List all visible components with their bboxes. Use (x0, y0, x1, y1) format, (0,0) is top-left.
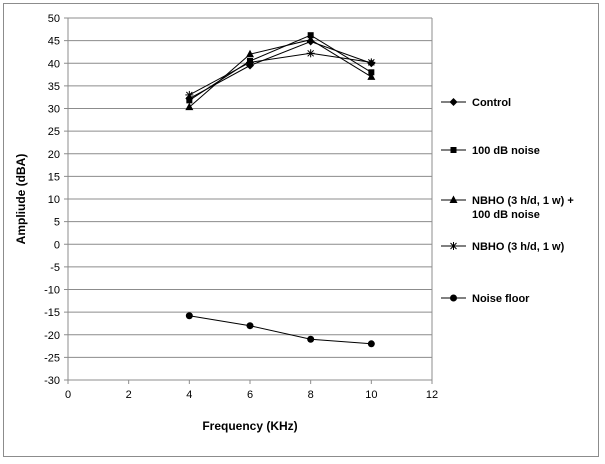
series-line (189, 52, 372, 96)
x-tick-label: 2 (126, 389, 132, 401)
legend-label: NBHO (3 h/d, 1 w) + (472, 195, 574, 207)
data-point (367, 58, 376, 67)
data-point (185, 90, 194, 99)
legend-marker (449, 98, 458, 106)
data-point (246, 58, 254, 67)
star-stroke (367, 58, 375, 66)
y-tick-label: 5 (54, 217, 60, 229)
y-tick-label: 20 (48, 149, 60, 161)
y-tick-label: 0 (54, 239, 60, 251)
legend-label: 100 dB noise (472, 209, 540, 221)
data-point (306, 49, 315, 58)
data-point (307, 335, 315, 343)
data-point (367, 340, 375, 348)
legend-item-2: NBHO (3 h/d, 1 w) + 100 dB noise (441, 195, 574, 221)
legend-item-4: Noise floor (441, 293, 530, 305)
y-tick-label: 10 (48, 194, 60, 206)
data-point (185, 102, 194, 111)
y-tick-label: -15 (44, 307, 60, 319)
x-tick-label: 10 (365, 389, 377, 401)
y-tick-label: -5 (50, 262, 60, 274)
legend-marker (449, 195, 458, 203)
x-axis-title: Frequency (KHz) (202, 419, 297, 433)
legend-label: Control (472, 97, 511, 109)
x-tick-label: 4 (186, 389, 192, 401)
data-point (185, 312, 193, 320)
series-1 (186, 32, 375, 104)
series-line (189, 34, 372, 101)
data-point (246, 322, 254, 330)
legend-label: 100 dB noise (472, 145, 540, 157)
series-4 (185, 312, 375, 348)
x-tick-label: 8 (308, 389, 314, 401)
y-tick-label: -30 (44, 375, 60, 387)
data-point (307, 32, 314, 39)
legend-marker (450, 147, 457, 153)
legend-item-0: Control (441, 97, 511, 109)
y-axis-title: Ampliude (dBA) (14, 154, 28, 245)
legend-marker (450, 294, 457, 302)
chart-frame (3, 3, 599, 457)
y-tick-label: 35 (48, 81, 60, 93)
star-stroke (185, 91, 193, 99)
y-tick-label: -20 (44, 330, 60, 342)
series-line (189, 315, 372, 345)
series-line (189, 40, 372, 99)
data-point (368, 69, 375, 76)
x-tick-label: 12 (426, 389, 438, 401)
y-tick-label: -10 (44, 285, 60, 297)
x-tick-label: 6 (247, 389, 253, 401)
series-line (189, 39, 372, 108)
legend-marker (449, 242, 458, 250)
y-tick-label: 30 (48, 104, 60, 116)
y-tick-label: 50 (48, 13, 60, 25)
data-point (306, 35, 315, 43)
data-point (246, 49, 254, 58)
legend-label: NBHO (3 h/d, 1 w) (472, 241, 565, 253)
legend-item-3: NBHO (3 h/d, 1 w) (441, 241, 565, 253)
y-tick-label: 45 (48, 36, 60, 48)
y-tick-label: 15 (48, 171, 60, 183)
series-2 (185, 35, 376, 111)
y-tick-label: 40 (48, 58, 60, 70)
star-stroke (246, 58, 254, 66)
y-tick-label: -25 (44, 352, 60, 364)
series-3 (185, 49, 376, 99)
legend-label: Noise floor (472, 293, 530, 305)
data-point (186, 97, 193, 104)
data-point (367, 72, 376, 80)
star-stroke (450, 242, 457, 250)
x-tick-label: 0 (65, 389, 71, 401)
legend-item-1: 100 dB noise (441, 145, 540, 157)
y-tick-label: 25 (48, 126, 60, 138)
star-stroke (307, 49, 315, 57)
